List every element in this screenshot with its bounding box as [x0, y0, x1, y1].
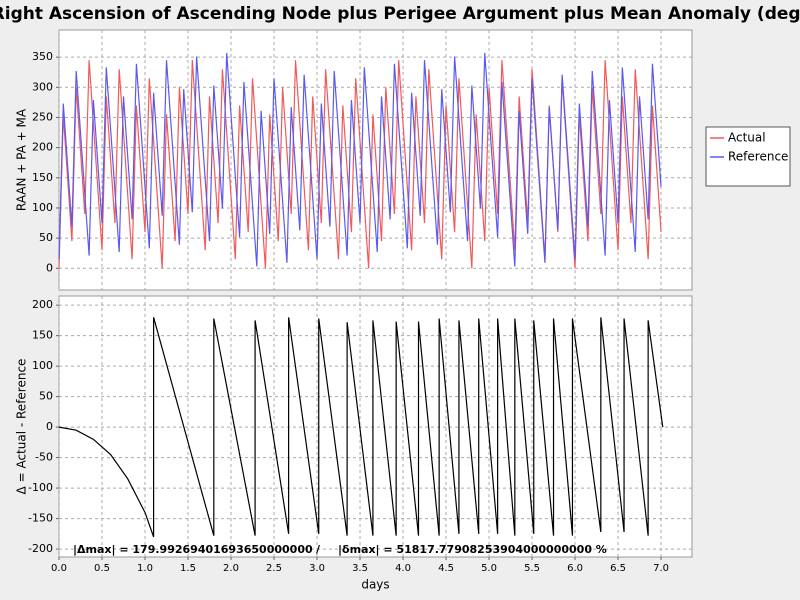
- data-line: [58, 52, 662, 267]
- legend-box: [705, 126, 791, 187]
- x-tick-label: 4.5: [438, 563, 454, 574]
- x-tick-label: 3.0: [309, 563, 325, 574]
- y-tick-label: 0: [46, 261, 53, 274]
- y-tick-label: 50: [39, 231, 53, 244]
- x-tick-label: 5.5: [524, 563, 540, 574]
- x-tick-label: 6.0: [567, 563, 583, 574]
- y-tick-label: -200: [28, 542, 53, 555]
- y-tick-label: 200: [32, 141, 53, 154]
- x-tick-label: 5.0: [481, 563, 497, 574]
- x-axis-label: days: [361, 578, 389, 592]
- x-tick-label: 6.5: [610, 563, 626, 574]
- x-tick-label: 4.0: [395, 563, 411, 574]
- y-tick-label: 300: [32, 80, 53, 93]
- x-tick-label: 0.5: [94, 563, 110, 574]
- x-tick-label: 2.0: [223, 563, 239, 574]
- y-tick-label: -100: [28, 481, 53, 494]
- x-tick-label: 1.0: [137, 563, 153, 574]
- chart-title: Right Ascension of Ascending Node plus P…: [0, 4, 800, 24]
- y-tick-label: 250: [32, 110, 53, 123]
- y-tick-label: 350: [32, 50, 53, 63]
- x-tick-label: 1.5: [180, 563, 196, 574]
- y-axis-label: Δ = Actual - Reference: [15, 359, 29, 495]
- x-tick-label: 2.5: [266, 563, 282, 574]
- x-tick-label: 3.5: [352, 563, 368, 574]
- y-tick-label: 200: [32, 298, 53, 311]
- y-tick-label: 150: [32, 171, 53, 184]
- y-tick-label: 100: [32, 359, 53, 372]
- x-tick-label: 0.0: [51, 563, 67, 574]
- annotation: /: [316, 543, 321, 556]
- y-tick-label: 50: [39, 390, 53, 403]
- annotation: |δmax| = 51817.77908253904000000000 %: [338, 543, 607, 556]
- y-tick-label: 150: [32, 329, 53, 342]
- y-axis-label: RAAN + PA + MA: [15, 108, 29, 211]
- y-tick-label: -50: [35, 451, 53, 464]
- x-tick-label: 7.0: [653, 563, 669, 574]
- y-tick-label: 0: [46, 420, 53, 433]
- data-line: [58, 317, 664, 538]
- y-tick-label: -150: [28, 512, 53, 525]
- annotation: |Δmax| = 179.99269401693650000000: [73, 543, 313, 556]
- legend-label: Actual: [728, 131, 766, 145]
- y-tick-label: 100: [32, 201, 53, 214]
- legend-label: Reference: [728, 150, 788, 164]
